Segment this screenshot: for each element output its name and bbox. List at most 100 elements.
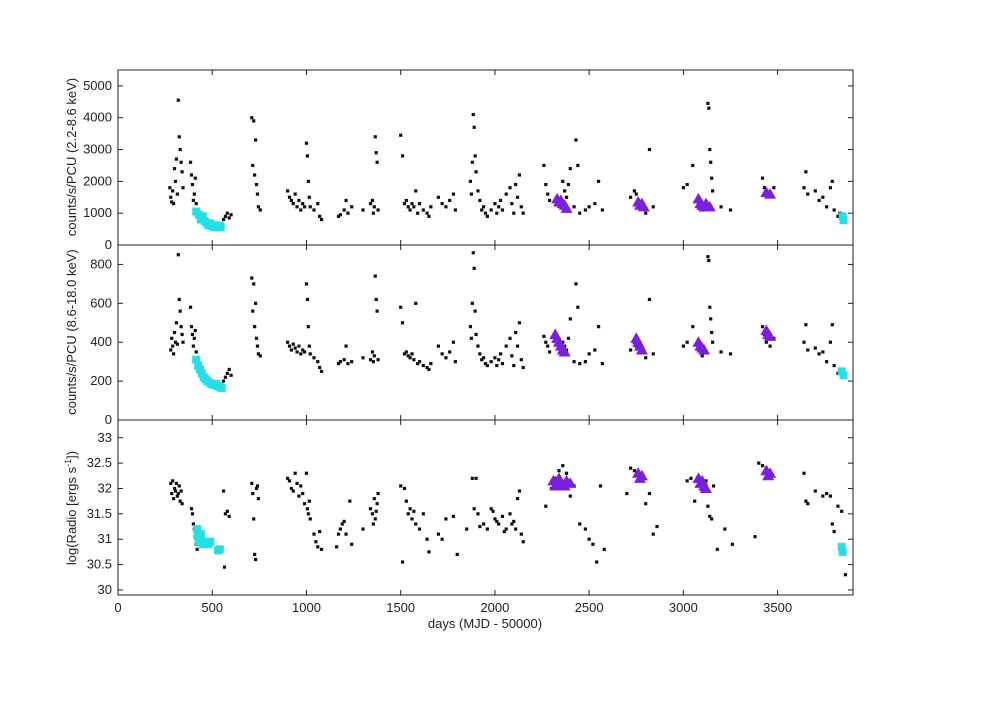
data-point — [832, 363, 836, 368]
data-point — [175, 192, 179, 196]
data-point — [508, 186, 512, 190]
data-point — [312, 208, 316, 212]
data-point — [289, 348, 293, 352]
data-point — [421, 208, 425, 212]
data-point — [576, 163, 580, 168]
data-point — [372, 497, 376, 501]
data-point — [583, 208, 587, 212]
data-point — [287, 195, 292, 199]
data-point — [685, 479, 689, 483]
data-point — [448, 350, 452, 354]
data-point — [189, 325, 194, 329]
data-point — [174, 321, 179, 325]
data-point — [497, 358, 501, 362]
data-point — [227, 216, 231, 220]
data-point — [312, 356, 316, 360]
data-point — [176, 491, 180, 496]
data-point — [406, 354, 410, 358]
data-point-purple — [703, 200, 716, 212]
data-point — [521, 540, 525, 544]
data-point — [412, 358, 416, 362]
data-point-purple — [635, 344, 648, 355]
data-point — [719, 350, 723, 354]
data-point — [180, 502, 184, 506]
data-point — [408, 507, 412, 511]
data-point — [295, 205, 299, 209]
data-point — [436, 532, 440, 536]
data-point — [817, 352, 821, 356]
data-point — [404, 198, 408, 203]
data-point — [455, 552, 459, 557]
data-point — [253, 557, 258, 562]
data-point — [412, 509, 416, 513]
x-tick-label: 2000 — [480, 600, 509, 615]
data-point — [546, 192, 550, 196]
data-point — [453, 360, 457, 364]
data-point — [625, 491, 629, 496]
data-point — [223, 214, 228, 218]
data-point-purple — [558, 345, 571, 357]
data-point — [169, 481, 173, 486]
y-axis-label-suffix: ]) — [64, 451, 79, 459]
data-point — [644, 211, 648, 215]
data-point — [830, 522, 834, 526]
data-point — [308, 205, 312, 209]
data-point — [568, 317, 572, 321]
data-point — [179, 325, 183, 329]
data-point — [704, 479, 708, 483]
data-point — [173, 340, 178, 344]
data-point — [598, 484, 603, 488]
data-point — [373, 274, 377, 278]
data-point — [472, 507, 476, 511]
data-point — [286, 189, 290, 193]
data-point — [517, 173, 522, 177]
data-point — [470, 301, 474, 305]
panel-radio: 30 30.5 31 31.5 32 32.5 33 0 500 1000 1500 2000 250… — [63, 419, 854, 631]
data-point — [566, 182, 571, 187]
data-point — [305, 297, 310, 302]
data-point — [448, 198, 452, 203]
data-point — [476, 344, 480, 348]
y-tick-label: 31.5 — [87, 506, 112, 521]
data-point — [710, 176, 714, 180]
data-point — [425, 365, 429, 370]
data-point — [453, 208, 457, 212]
y-tick-label: 800 — [90, 256, 112, 271]
data-point — [593, 348, 597, 352]
data-point-cyan — [215, 545, 224, 554]
data-point — [306, 512, 310, 516]
data-point — [308, 352, 312, 356]
data-point — [508, 512, 512, 516]
data-point — [572, 360, 576, 364]
data-point — [338, 360, 342, 364]
data-point — [578, 362, 582, 366]
data-point — [316, 545, 320, 549]
x-tick-label: 0 — [114, 600, 121, 615]
data-point — [482, 356, 486, 360]
data-point — [188, 160, 193, 164]
y-axis-label: counts/s/PCU (8.6-18.0 keV) — [64, 249, 79, 414]
data-point — [376, 208, 380, 212]
data-point — [568, 167, 572, 171]
data-point — [566, 336, 571, 340]
x-tick-label: 2500 — [575, 600, 604, 615]
y-axis-label-superscript: -1 — [63, 459, 73, 467]
data-point — [180, 332, 184, 337]
data-point — [762, 186, 767, 190]
data-point — [482, 205, 486, 209]
data-point — [229, 213, 233, 217]
panel-soft-xray: 0 1000 2000 3000 4000 5000 counts/s/PCU (2.2-… — [64, 69, 854, 252]
data-point-cyan — [192, 355, 201, 364]
data-point — [519, 205, 523, 209]
data-point — [171, 202, 176, 206]
data-point — [760, 464, 765, 468]
data-point — [421, 512, 425, 516]
data-point — [521, 365, 525, 370]
data-point — [480, 358, 484, 362]
data-point — [706, 255, 710, 259]
data-point — [400, 560, 405, 564]
data-point — [510, 354, 514, 358]
data-point — [471, 251, 475, 255]
data-point — [361, 356, 365, 360]
